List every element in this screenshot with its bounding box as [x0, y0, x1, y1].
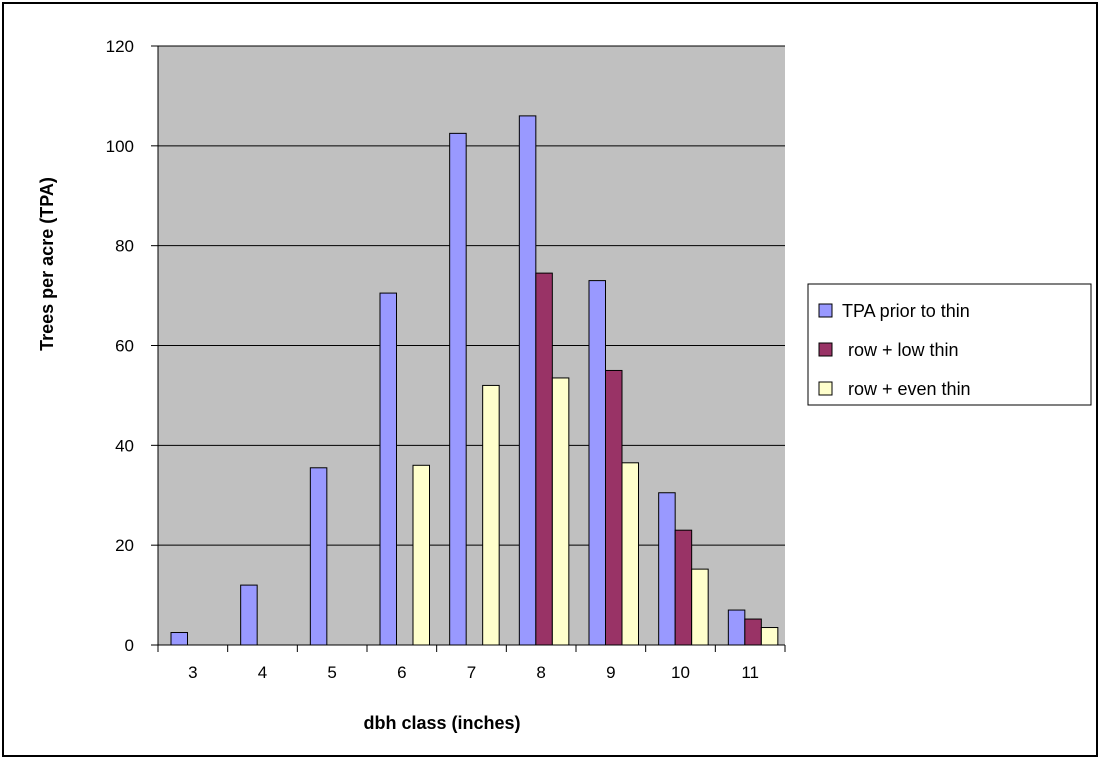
legend-label: TPA prior to thin: [842, 301, 970, 321]
legend-label: row + even thin: [848, 379, 971, 399]
x-tick-label: 10: [671, 663, 690, 682]
gridlines: [158, 45, 785, 546]
bar: [760, 627, 779, 646]
legend: TPA prior to thin row + low thin row + eve…: [807, 283, 1092, 406]
x-tick-label: 3: [188, 663, 197, 682]
x-tick-label: 4: [258, 663, 267, 682]
x-tick-label: 9: [606, 663, 615, 682]
y-tick-label: 0: [125, 636, 134, 655]
bar: [621, 462, 639, 646]
x-tick-label: 8: [536, 663, 545, 682]
x-axis-label: dbh class (inches): [363, 713, 520, 733]
bar: [449, 132, 467, 646]
bar: [674, 529, 693, 646]
y-tick-label: 40: [115, 436, 134, 455]
bar: [691, 568, 709, 646]
x-tick-label: 7: [467, 663, 476, 682]
y-tick-label: 60: [115, 337, 134, 356]
y-tick-label: 120: [106, 37, 134, 56]
bar: [744, 618, 762, 646]
bar: [379, 292, 397, 646]
bar: [309, 467, 328, 646]
bars: [170, 115, 779, 646]
legend-swatch: [818, 381, 833, 396]
y-tick-label: 100: [106, 137, 134, 156]
x-tick-label: 11: [741, 663, 759, 682]
y-tick-labels: 0 20 40 60 80 100 120: [106, 37, 134, 655]
bar: [412, 464, 430, 646]
bar: [518, 115, 537, 646]
y-axis-label: Trees per acre (TPA): [37, 177, 57, 351]
bar: [551, 377, 570, 646]
y-tick-label: 80: [115, 237, 134, 256]
legend-swatch: [818, 303, 833, 318]
bar: [658, 492, 676, 646]
y-tick-label: 20: [115, 536, 134, 555]
x-tick-labels: 3 4 5 6 7 8 9 10 11: [188, 663, 759, 682]
bar: [727, 609, 746, 646]
x-tick-label: 6: [397, 663, 406, 682]
legend-label: row + low thin: [848, 340, 959, 360]
bar: [170, 632, 188, 646]
x-tick-label: 5: [327, 663, 336, 682]
bar: [535, 272, 553, 646]
chart: 0 20 40 60 80 100 120 3 4 5 6 7 8 9 10 11 Trees per ac…: [37, 37, 1092, 733]
legend-swatch: [818, 342, 833, 357]
bar: [240, 584, 258, 646]
bar: [482, 384, 500, 646]
legend-box: [807, 283, 1092, 406]
bar: [588, 280, 606, 646]
axes: [151, 45, 786, 652]
bar: [605, 369, 623, 646]
